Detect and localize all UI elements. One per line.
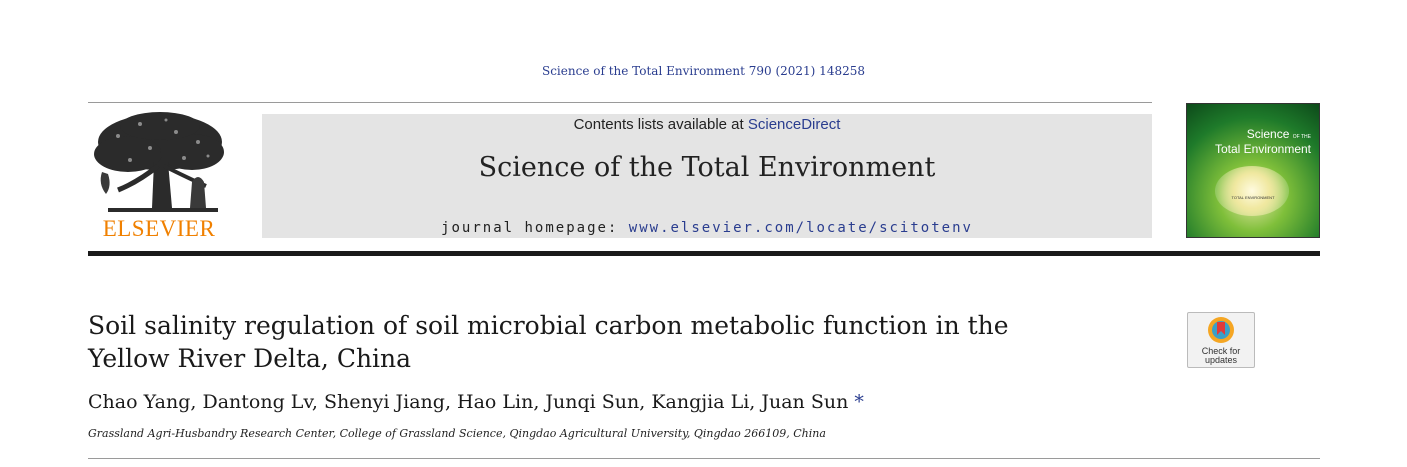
affiliation: Grassland Agri-Husbandry Research Center… <box>88 427 826 440</box>
contents-line: Contents lists available at ScienceDirec… <box>262 116 1152 133</box>
cover-flower-image <box>1215 166 1289 216</box>
badge-line1: Check for <box>1201 346 1241 356</box>
author-list: Chao Yang, Dantong Lv, Shenyi Jiang, Hao… <box>88 391 864 413</box>
cover-title: Science OF THE Total Environment <box>1187 128 1319 155</box>
badge-line2: updates <box>1204 355 1238 365</box>
crossmark-icon <box>1208 317 1234 343</box>
article-title-line2: Yellow River Delta, China <box>88 344 412 373</box>
header-divider <box>88 251 1320 256</box>
check-for-updates-button[interactable]: Check for updates <box>1187 312 1255 368</box>
elsevier-wordmark: ELSEVIER <box>102 216 216 241</box>
cover-title-small: OF THE <box>1292 134 1311 140</box>
homepage-link[interactable]: www.elsevier.com/locate/scitotenv <box>628 220 973 236</box>
journal-title: Science of the Total Environment <box>478 152 936 183</box>
homepage-prefix: journal homepage: <box>441 220 629 236</box>
bottom-divider <box>88 458 1320 459</box>
article-title-line1: Soil salinity regulation of soil microbi… <box>88 311 1009 340</box>
contents-prefix: Contents lists available at <box>573 116 748 133</box>
cover-label: TOTAL ENVIRONMENT <box>1231 195 1275 200</box>
journal-banner: Contents lists available at ScienceDirec… <box>262 114 1152 238</box>
cover-title-line1: Science <box>1246 127 1290 141</box>
journal-cover[interactable]: Science OF THE Total Environment TOTAL E… <box>1186 103 1320 238</box>
top-divider <box>88 102 1152 103</box>
corresponding-author-link[interactable]: * <box>854 391 864 413</box>
cover-title-line2: Total Environment <box>1214 142 1311 156</box>
authors-text: Chao Yang, Dantong Lv, Shenyi Jiang, Hao… <box>88 391 849 413</box>
sciencedirect-link[interactable]: ScienceDirect <box>747 116 841 133</box>
elsevier-logo[interactable]: ELSEVIER <box>88 112 230 240</box>
article-title: Soil salinity regulation of soil microbi… <box>88 309 1148 375</box>
tree-icon <box>94 112 224 212</box>
badge-label: Check for updates <box>1188 347 1254 365</box>
journal-citation[interactable]: Science of the Total Environment 790 (20… <box>541 64 865 78</box>
homepage-line: journal homepage: www.elsevier.com/locat… <box>262 220 1152 236</box>
